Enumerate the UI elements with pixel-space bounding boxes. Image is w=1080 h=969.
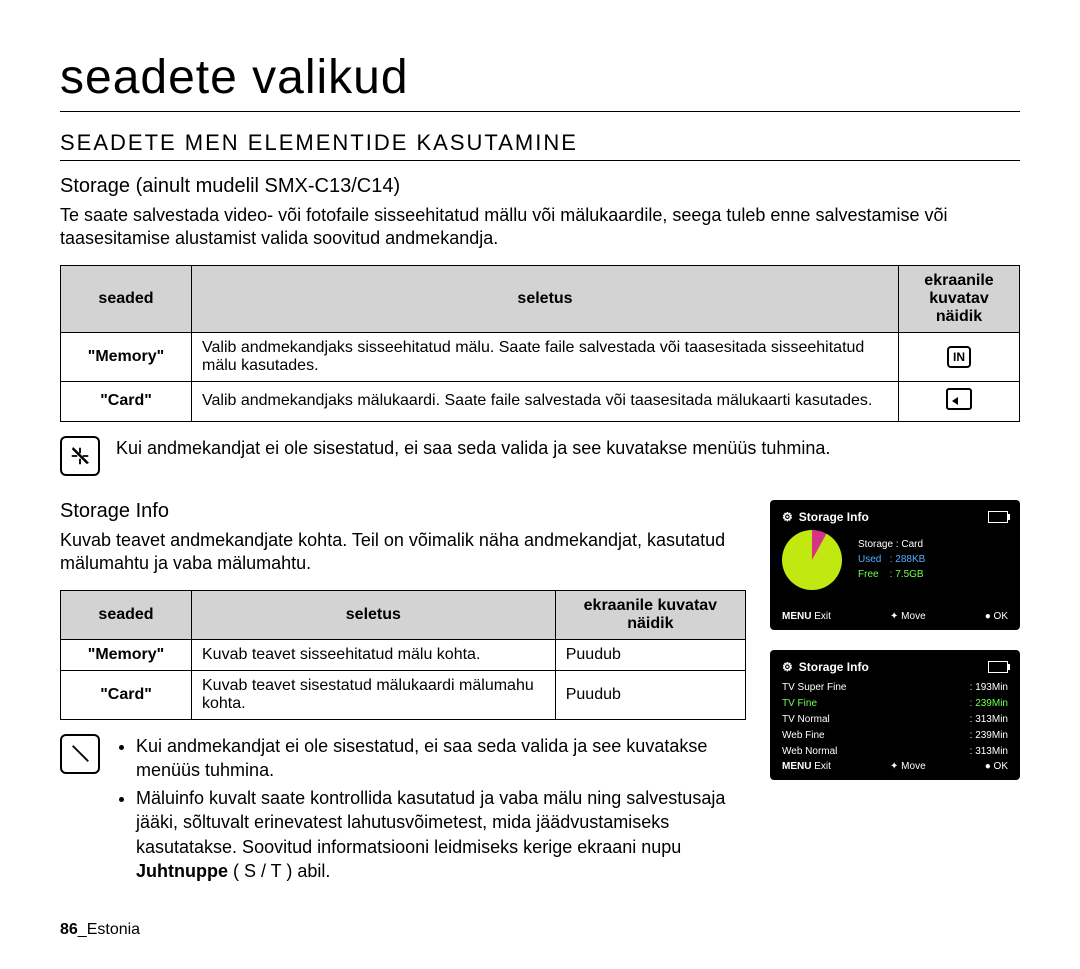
list-label: Web Normal (782, 744, 837, 760)
menu-label: MENU (782, 611, 811, 622)
row-desc: Valib andmekandjaks sisseehitatud mälu. … (192, 332, 899, 381)
storage-info-subheading: Storage Info (60, 500, 746, 523)
note-block-2: Kui andmekandjat ei ole sisestatud, ei s… (60, 734, 746, 888)
storage-description: Te saate salvestada video- või fotofaile… (60, 204, 1020, 251)
screen-title-row: ⚙ Storage Info (782, 510, 1008, 524)
col-header-seaded: seaded (61, 265, 192, 332)
menu-label: MENU (782, 761, 811, 772)
note-item-rest: ( S / T ) abil. (228, 861, 330, 881)
device-screen-list: ⚙ Storage Info TV Super Fine : 193Min TV … (770, 650, 1020, 780)
ok-label: OK (994, 761, 1008, 772)
list-label: TV Super Fine (782, 680, 846, 696)
list-value: : 313Min (970, 744, 1008, 760)
col-header-naidik: ekraanile kuvatav näidik (555, 590, 745, 639)
row-desc: Kuvab teavet sisestatud mälukaardi mälum… (192, 670, 556, 719)
move-label: Move (901, 611, 925, 622)
list-value: : 313Min (970, 712, 1008, 728)
storage-info-table: seaded seletus ekraanile kuvatav näidik … (60, 590, 746, 720)
list-value: : 193Min (970, 680, 1008, 696)
gear-icon: ⚙ (782, 510, 793, 524)
storage-value: Card (901, 539, 923, 550)
table-row: "Card" Kuvab teavet sisestatud mälukaard… (61, 670, 746, 719)
page-region: Estonia (87, 921, 140, 938)
battery-icon (988, 661, 1008, 673)
free-label: Free (858, 569, 879, 580)
battery-icon (988, 511, 1008, 523)
section-heading: SEADETE MEN ELEMENTIDE KASUTAMINE (60, 130, 1020, 161)
device-screen-pie: ⚙ Storage Info Storage : Card Used : 288… (770, 500, 1020, 630)
note-icon (60, 436, 100, 476)
storage-label: Storage (858, 539, 893, 550)
note-item-bold: Juhtnuppe (136, 861, 228, 881)
list-value: : 239Min (970, 696, 1008, 712)
list-label: TV Fine (782, 696, 817, 712)
ok-label: OK (994, 611, 1008, 622)
used-label: Used (858, 554, 881, 565)
note-block: Kui andmekandjat ei ole sisestatud, ei s… (60, 436, 1020, 476)
row-icon-cell: IN (899, 332, 1020, 381)
note-item: Kui andmekandjat ei ole sisestatud, ei s… (136, 734, 746, 783)
storage-pie-chart (782, 530, 842, 590)
note-item: Mäluinfo kuvalt saate kontrollida kasuta… (136, 786, 746, 883)
list-label: TV Normal (782, 712, 830, 728)
free-value: 7.5GB (895, 569, 923, 580)
page-number: 86 (60, 921, 78, 938)
memory-in-icon: IN (947, 346, 971, 368)
col-header-seaded: seaded (61, 590, 192, 639)
col-header-seletus: seletus (192, 265, 899, 332)
list-label: Web Fine (782, 728, 825, 744)
screen-footer: MENU Exit ✦ Move ● OK (782, 611, 1008, 622)
storage-stats: Storage : Card Used : 288KB Free : 7.5GB (858, 537, 925, 582)
row-desc: Valib andmekandjaks mälukaardi. Saate fa… (192, 381, 899, 421)
screen-title-row: ⚙ Storage Info (782, 660, 1008, 674)
exit-label: Exit (814, 611, 831, 622)
resolution-list: TV Super Fine : 193Min TV Fine : 239Min TV… (782, 680, 1008, 760)
page-title: seadete valikud (60, 50, 1020, 112)
row-icon-cell (899, 381, 1020, 421)
note-icon (60, 734, 100, 774)
row-display: Puudub (555, 639, 745, 670)
row-display: Puudub (555, 670, 745, 719)
row-label: "Memory" (61, 639, 192, 670)
note-list: Kui andmekandjat ei ole sisestatud, ei s… (116, 734, 746, 888)
note-item-text: Mäluinfo kuvalt saate kontrollida kasuta… (136, 788, 725, 857)
move-label: Move (901, 761, 925, 772)
row-label: "Memory" (61, 332, 192, 381)
screen-title: Storage Info (799, 660, 869, 674)
table-header-row: seaded seletus ekraanile kuvatav näidik (61, 265, 1020, 332)
device-screens-col: ⚙ Storage Info Storage : Card Used : 288… (770, 500, 1020, 800)
screen-footer: MENU Exit ✦ Move ● OK (782, 761, 1008, 772)
document-page: seadete valikud SEADETE MEN ELEMENTIDE K… (0, 0, 1080, 969)
screen-title: Storage Info (799, 510, 869, 524)
row-label: "Card" (61, 381, 192, 421)
storage-subheading: Storage (ainult mudelil SMX-C13/C14) (60, 175, 1020, 198)
gear-icon: ⚙ (782, 660, 793, 674)
exit-label: Exit (814, 761, 831, 772)
table-row: "Memory" Kuvab teavet sisseehitatud mälu… (61, 639, 746, 670)
card-icon (946, 388, 972, 410)
page-footer: 86_Estonia (60, 921, 1020, 939)
col-header-naidik: ekraanile kuvatav näidik (899, 265, 1020, 332)
list-value: : 239Min (970, 728, 1008, 744)
storage-info-description: Kuvab teavet andmekandjate kohta. Teil o… (60, 529, 746, 576)
table-row: "Card" Valib andmekandjaks mälukaardi. S… (61, 381, 1020, 421)
table-row: "Memory" Valib andmekandjaks sisseehitat… (61, 332, 1020, 381)
storage-info-left: Storage Info Kuvab teavet andmekandjate … (60, 500, 746, 912)
storage-info-section: Storage Info Kuvab teavet andmekandjate … (60, 500, 1020, 912)
table-header-row: seaded seletus ekraanile kuvatav näidik (61, 590, 746, 639)
note-text: Kui andmekandjat ei ole sisestatud, ei s… (116, 436, 1020, 460)
used-value: 288KB (895, 554, 925, 565)
row-label: "Card" (61, 670, 192, 719)
storage-table: seaded seletus ekraanile kuvatav näidik … (60, 265, 1020, 422)
row-desc: Kuvab teavet sisseehitatud mälu kohta. (192, 639, 556, 670)
col-header-seletus: seletus (192, 590, 556, 639)
